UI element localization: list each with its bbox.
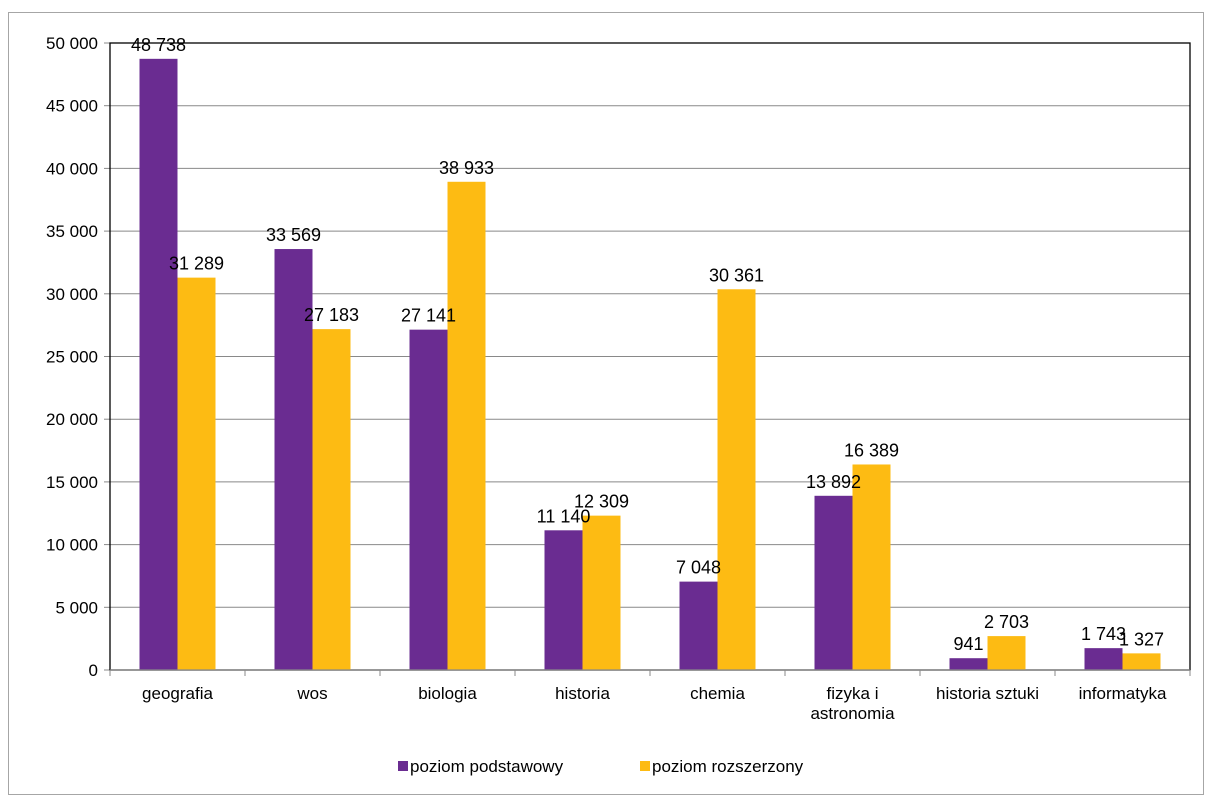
x-tick-label: fizyka i astronomia <box>810 684 895 723</box>
data-label: 27 141 <box>401 306 456 326</box>
bar <box>544 530 583 670</box>
x-tick-label: historia sztuki <box>936 684 1039 703</box>
data-label: 48 738 <box>131 35 186 55</box>
data-label: 941 <box>953 634 983 654</box>
data-label: 30 361 <box>709 265 764 285</box>
data-label: 33 569 <box>266 225 321 245</box>
x-tick-label: wos <box>296 684 327 703</box>
bar <box>679 581 718 670</box>
bar <box>949 658 988 670</box>
y-tick-label: 5 000 <box>55 598 98 617</box>
data-label: 27 183 <box>304 305 359 325</box>
bar <box>987 636 1026 670</box>
y-tick-label: 40 000 <box>46 159 98 178</box>
bar <box>447 181 486 670</box>
data-label: 1 327 <box>1119 629 1164 649</box>
legend-label: poziom rozszerzony <box>652 757 804 776</box>
data-label: 16 389 <box>844 440 899 460</box>
data-label: 38 933 <box>439 158 494 178</box>
data-label: 12 309 <box>574 492 629 512</box>
y-tick-label: 25 000 <box>46 348 98 367</box>
data-label: 1 743 <box>1081 624 1126 644</box>
bar <box>139 58 178 670</box>
data-label: 13 892 <box>806 472 861 492</box>
y-tick-label: 15 000 <box>46 473 98 492</box>
bar <box>814 495 853 670</box>
legend-swatch <box>398 761 408 771</box>
y-tick-label: 30 000 <box>46 285 98 304</box>
y-tick-label: 35 000 <box>46 222 98 241</box>
y-tick-label: 45 000 <box>46 97 98 116</box>
bar <box>1084 648 1123 670</box>
x-tick-label: biologia <box>418 684 477 703</box>
y-tick-label: 20 000 <box>46 410 98 429</box>
legend-label: poziom podstawowy <box>410 757 564 776</box>
bar <box>177 277 216 670</box>
x-tick-label: chemia <box>690 684 745 703</box>
data-label: 2 703 <box>984 612 1029 632</box>
y-tick-label: 50 000 <box>46 34 98 53</box>
bar <box>582 515 621 670</box>
legend-swatch <box>640 761 650 771</box>
data-label: 11 140 <box>537 506 591 526</box>
bar <box>312 329 351 670</box>
y-tick-label: 10 000 <box>46 536 98 555</box>
y-tick-label: 0 <box>89 661 98 680</box>
bar <box>852 464 891 670</box>
x-tick-label: historia <box>555 684 610 703</box>
x-tick-label: geografia <box>142 684 213 703</box>
bar <box>1122 653 1161 670</box>
bar <box>274 249 313 670</box>
bar <box>409 329 448 670</box>
data-label: 31 289 <box>169 254 224 274</box>
x-tick-label: informatyka <box>1079 684 1167 703</box>
bar <box>717 289 756 670</box>
data-label: 7 048 <box>676 558 721 578</box>
